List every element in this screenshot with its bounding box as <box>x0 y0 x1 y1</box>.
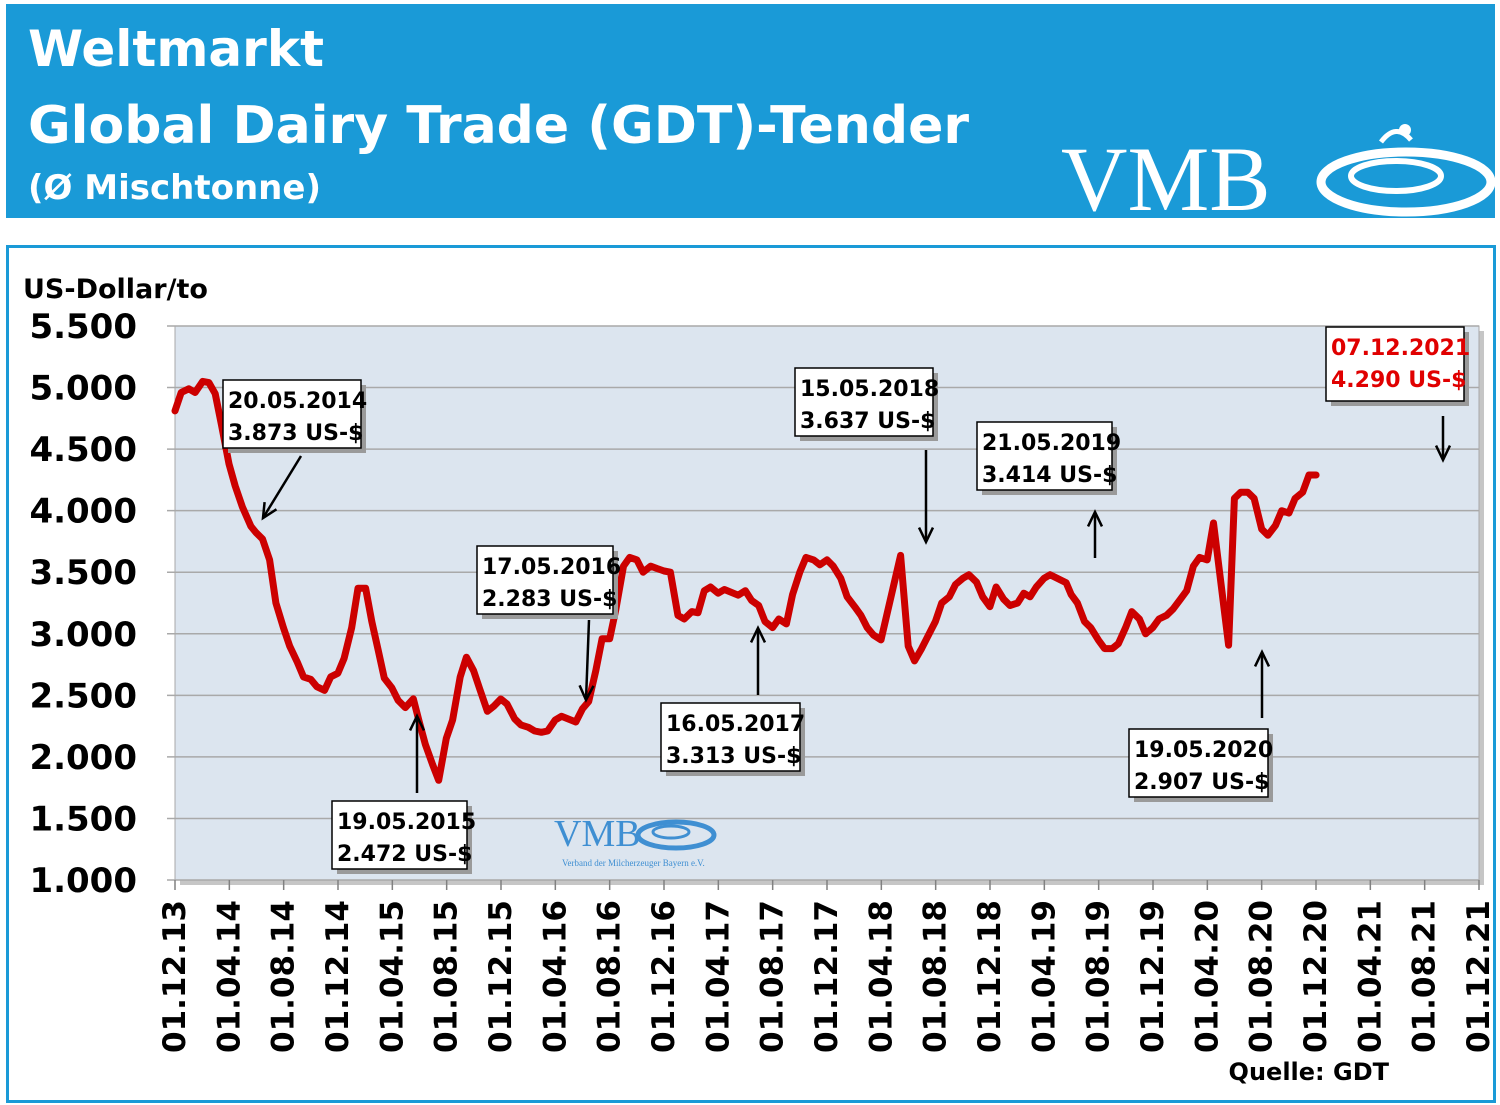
y-tick-label: 1.500 <box>29 799 137 839</box>
arrow-head-icon <box>261 501 278 521</box>
watermark-text: VMB <box>554 813 641 855</box>
x-tick-label: 01.12.13 <box>157 900 193 1053</box>
annotation-date: 07.12.2021 <box>1331 336 1470 361</box>
x-tick-label: 01.04.19 <box>1026 900 1062 1053</box>
arrow-head-icon <box>1086 509 1104 527</box>
title-line-1: Weltmarkt <box>28 20 324 78</box>
x-tick-label: 01.08.16 <box>592 900 628 1053</box>
annotation-box <box>794 367 934 437</box>
annotation-value: 3.637 US-$ <box>800 409 935 434</box>
x-tick-label: 01.12.20 <box>1298 900 1334 1053</box>
y-tick-label: 2.500 <box>29 676 137 716</box>
annotation-date: 15.05.2018 <box>800 377 939 402</box>
chart-panel: 1.000 1.500 2.000 2.500 3.000 3.500 4.000 4.500… <box>6 245 1496 1103</box>
x-tick-label: 01.04.21 <box>1352 900 1388 1053</box>
x-tick-label: 01.12.17 <box>809 900 845 1053</box>
annotation-arrow <box>261 455 303 519</box>
watermark-subtext: Verband der Milcherzeuger Bayern e.V. <box>562 858 705 868</box>
x-tick-label: 01.08.17 <box>755 900 791 1053</box>
annotation-value: 2.283 US-$ <box>482 587 617 612</box>
x-tick-label: 01.12.16 <box>646 900 682 1053</box>
x-tick-label: 01.08.15 <box>429 900 465 1053</box>
annotation-value: 2.907 US-$ <box>1134 770 1269 795</box>
series-line <box>171 377 1320 784</box>
y-axis-label: US-Dollar/to <box>23 274 208 305</box>
x-tick-label: 01.12.15 <box>483 900 519 1053</box>
x-tick-label: 01.08.21 <box>1407 900 1443 1053</box>
x-tick-label: 01.08.19 <box>1081 900 1117 1053</box>
y-tick-label: 2.000 <box>29 738 137 778</box>
x-tick-label: 01.12.18 <box>972 900 1008 1053</box>
arrow-head-icon <box>917 527 935 545</box>
title-banner: Weltmarkt Global Dairy Trade (GDT)-Tende… <box>6 4 1496 222</box>
x-tick-label: 01.04.16 <box>537 900 573 1053</box>
annotation-value: 2.472 US-$ <box>337 842 472 867</box>
annotation-date: 17.05.2016 <box>482 555 621 580</box>
x-tick-label: 01.04.18 <box>863 900 899 1053</box>
y-tick-label: 4.000 <box>29 492 137 532</box>
annotation-date: 16.05.2017 <box>666 712 805 737</box>
watermark-logo: VMB Verband der Milcherzeuger Bayern e.V. <box>554 813 717 868</box>
annotation-date: 19.05.2020 <box>1134 738 1273 763</box>
title-line-2: Global Dairy Trade (GDT)-Tender <box>28 96 970 156</box>
annotation-box <box>976 421 1113 491</box>
x-tick-label: 01.12.14 <box>320 900 356 1053</box>
x-tick-label: 01.04.20 <box>1189 900 1225 1053</box>
x-tick-label: 01.08.18 <box>918 900 954 1053</box>
arrow-head-icon <box>1253 649 1271 667</box>
y-tick-label: 5.500 <box>29 307 137 347</box>
annotation-box <box>476 545 614 615</box>
source-note: Quelle: GDT <box>1229 1058 1390 1086</box>
logo-swirl-icon <box>1316 124 1496 217</box>
x-tick-label: 01.12.21 <box>1461 900 1493 1053</box>
x-tick-label: 01.04.17 <box>700 900 736 1053</box>
annotation-value: 4.290 US-$ <box>1331 368 1466 393</box>
x-tick-label: 01.04.14 <box>211 900 247 1053</box>
x-tick-label: 01.04.15 <box>374 900 410 1053</box>
annotation-date: 20.05.2014 <box>228 389 367 414</box>
logo-text: VMB <box>1061 128 1271 222</box>
arrow-head-icon <box>408 713 426 731</box>
y-tick-label: 5.000 <box>29 369 137 409</box>
annotation-box <box>1128 728 1269 798</box>
y-tick-label: 3.000 <box>29 615 137 655</box>
title-line-3: (Ø Mischtonne) <box>28 168 321 208</box>
annotation-value: 3.414 US-$ <box>982 463 1117 488</box>
arrow-head-icon <box>578 684 595 703</box>
vmb-logo: VMB <box>1061 124 1496 222</box>
y-tick-label: 1.000 <box>29 861 137 901</box>
y-tick-label: 3.500 <box>29 553 137 593</box>
arrow-head-icon <box>749 625 767 643</box>
annotation-box <box>331 800 468 870</box>
arrow-head-icon <box>1434 445 1452 463</box>
watermark-swirl-inner-icon <box>651 824 691 840</box>
annotation-value: 3.313 US-$ <box>666 744 801 769</box>
y-tick-label: 4.500 <box>29 430 137 470</box>
annotation-value: 3.873 US-$ <box>228 421 363 446</box>
annotation-date: 19.05.2015 <box>337 810 476 835</box>
annotation-box <box>1325 326 1465 402</box>
annotation-date: 21.05.2019 <box>982 431 1121 456</box>
annotation-arrow <box>584 619 591 701</box>
chart: 1.000 1.500 2.000 2.500 3.000 3.500 4.000 4.500… <box>23 274 1493 1086</box>
x-tick-label: 01.08.20 <box>1244 900 1280 1053</box>
x-tick-label: 01.12.19 <box>1135 900 1171 1053</box>
watermark-swirl-icon <box>635 819 717 851</box>
x-tick-label: 01.08.14 <box>266 900 302 1053</box>
annotation-box <box>222 379 362 449</box>
annotation-box <box>660 702 801 772</box>
